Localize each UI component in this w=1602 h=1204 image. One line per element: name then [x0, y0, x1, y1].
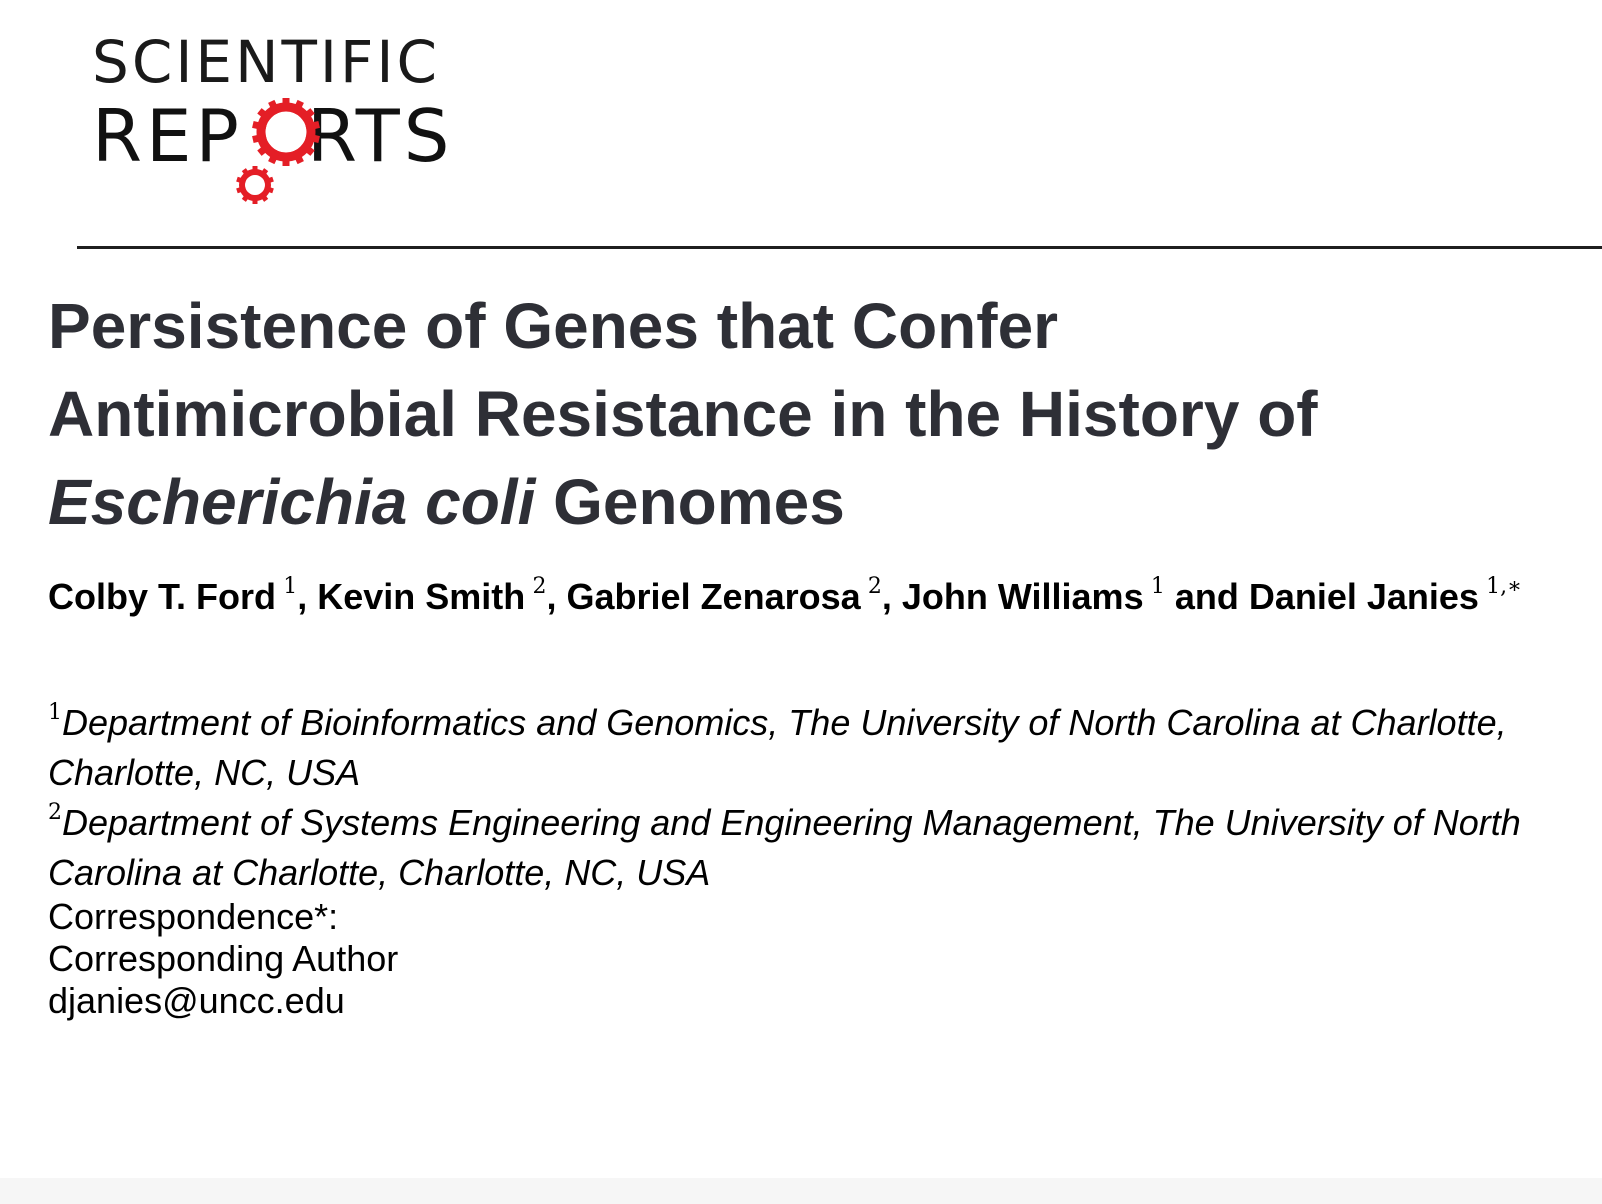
author-name: Kevin Smith	[317, 576, 526, 617]
title-line-1: Persistence of Genes that Confer	[48, 290, 1059, 362]
affiliation-text: Department of Systems Engineering and En…	[48, 802, 1521, 893]
affiliation-text: Department of Bioinformatics and Genomic…	[48, 702, 1507, 793]
author-affiliation-mark: 2	[867, 574, 882, 599]
logo-text-bottom: REP RTS	[92, 96, 453, 176]
affiliation-item: 1Department of Bioinformatics and Genomi…	[48, 698, 1548, 798]
author-affiliation-mark: 1,∗	[1486, 574, 1523, 599]
header-rule	[77, 246, 1602, 249]
author-affiliation-mark: 1	[283, 574, 298, 599]
correspondence-heading: Correspondence*:	[48, 896, 339, 937]
logo-text-bottom-left: REP	[92, 94, 243, 178]
author-name: Gabriel Zenarosa	[566, 576, 861, 617]
correspondence-name: Corresponding Author	[48, 938, 399, 979]
author-name: Colby T. Ford	[48, 576, 276, 617]
author-separator: ,	[297, 576, 318, 617]
logo-text-top: SCIENTIFIC	[92, 28, 440, 96]
author-separator: ,	[881, 576, 902, 617]
affiliation-list: 1Department of Bioinformatics and Genomi…	[48, 698, 1548, 898]
correspondence-block: Correspondence*: Corresponding Author dj…	[48, 896, 398, 1022]
title-line-3-rest: Genomes	[553, 466, 845, 538]
title-line-2: Antimicrobial Resistance in the History …	[48, 378, 1318, 450]
affiliation-number: 2	[48, 800, 62, 825]
paper-title: Persistence of Genes that Confer Antimic…	[48, 282, 1508, 546]
title-species-name: Escherichia coli	[48, 466, 536, 538]
logo-gear-slot	[243, 96, 307, 168]
author-name: John Williams	[901, 576, 1144, 617]
journal-logo: SCIENTIFIC REP RTS	[92, 30, 472, 215]
author-separator: and	[1164, 576, 1249, 617]
affiliation-item: 2Department of Systems Engineering and E…	[48, 798, 1548, 898]
author-list: Colby T. Ford 1, Kevin Smith 2, Gabriel …	[48, 566, 1528, 628]
author-affiliation-mark: 1	[1150, 574, 1165, 599]
author-affiliation-mark: 2	[532, 574, 547, 599]
page-bottom-band	[0, 1178, 1602, 1204]
author-separator: ,	[546, 576, 567, 617]
affiliation-number: 1	[48, 700, 62, 725]
author-name: Daniel Janies	[1248, 576, 1479, 617]
logo-text-bottom-right: RTS	[306, 94, 454, 178]
correspondence-email[interactable]: djanies@uncc.edu	[48, 980, 345, 1021]
